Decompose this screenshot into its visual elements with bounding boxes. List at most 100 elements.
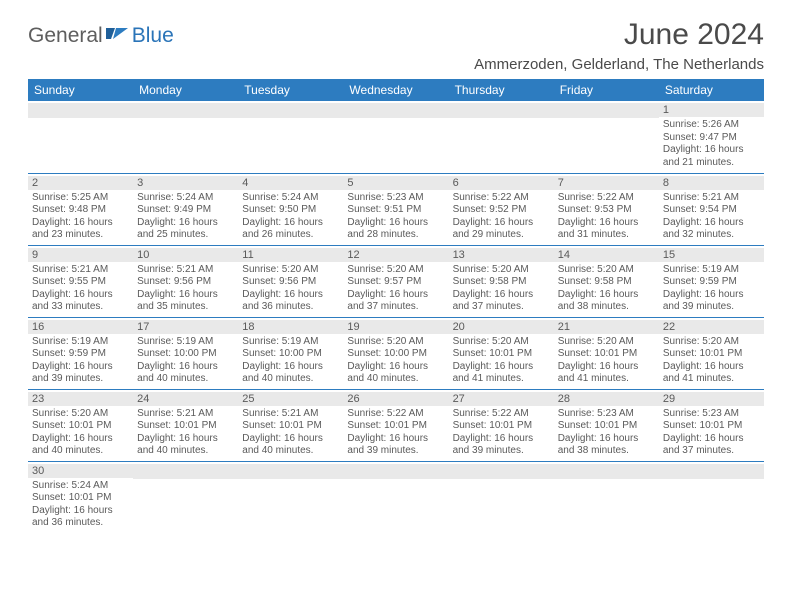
- calendar-cell: 16Sunrise: 5:19 AMSunset: 9:59 PMDayligh…: [28, 317, 133, 389]
- calendar-cell: 1Sunrise: 5:26 AMSunset: 9:47 PMDaylight…: [659, 101, 764, 173]
- day-info: Sunrise: 5:19 AMSunset: 10:00 PMDaylight…: [242, 336, 339, 386]
- day-number: [449, 103, 554, 118]
- day-info: Sunrise: 5:22 AMSunset: 9:52 PMDaylight:…: [453, 192, 550, 242]
- info-line: Sunset: 9:57 PM: [347, 276, 444, 289]
- info-line: Sunrise: 5:21 AM: [32, 264, 129, 277]
- day-number: 30: [28, 464, 133, 478]
- calendar-cell: 28 Sunrise: 5:23 AMSunset: 10:01 PMDaylig…: [554, 389, 659, 461]
- day-info: Sunrise: 5:21 AMSunset: 9:56 PMDaylight:…: [137, 264, 234, 314]
- day-number: [133, 103, 238, 118]
- calendar-cell: 10Sunrise: 5:21 AMSunset: 9:56 PMDayligh…: [133, 245, 238, 317]
- calendar-cell: 30Sunrise: 5:24 AMSunset: 10:01 PMDaylig…: [28, 461, 133, 533]
- day-info: Sunrise: 5:19 AMSunset: 10:00 PMDaylight…: [137, 336, 234, 386]
- info-line: Sunrise: 5:23 AM: [558, 408, 655, 421]
- day-info: Sunrise: 5:19 AMSunset: 9:59 PMDaylight:…: [32, 336, 129, 386]
- calendar-cell: [554, 461, 659, 533]
- info-line: Daylight: 16 hours: [663, 433, 760, 446]
- info-line: Sunrise: 5:26 AM: [663, 119, 760, 132]
- info-line: and 31 minutes.: [558, 229, 655, 242]
- day-number: 23: [28, 392, 133, 406]
- info-line: Sunset: 9:59 PM: [32, 348, 129, 361]
- day-number: 28: [554, 392, 659, 406]
- info-line: Sunset: 9:58 PM: [453, 276, 550, 289]
- info-line: Sunset: 10:00 PM: [242, 348, 339, 361]
- info-line: Sunset: 9:56 PM: [137, 276, 234, 289]
- flag-icon: [106, 25, 130, 46]
- day-info: Sunrise: 5:20 AMSunset: 10:01 PMDaylight…: [32, 408, 129, 458]
- info-line: Daylight: 16 hours: [137, 433, 234, 446]
- day-number: [554, 103, 659, 118]
- calendar-cell: 22Sunrise: 5:20 AMSunset: 10:01 PMDaylig…: [659, 317, 764, 389]
- info-line: and 41 minutes.: [453, 373, 550, 386]
- calendar-table: SundayMondayTuesdayWednesdayThursdayFrid…: [28, 79, 764, 533]
- day-number: 7: [554, 176, 659, 190]
- day-info: Sunrise: 5:23 AMSunset: 10:01 PMDaylight…: [558, 408, 655, 458]
- calendar-cell: 9Sunrise: 5:21 AMSunset: 9:55 PMDaylight…: [28, 245, 133, 317]
- day-info: Sunrise: 5:20 AMSunset: 10:01 PMDaylight…: [453, 336, 550, 386]
- day-number: 19: [343, 320, 448, 334]
- day-number: 2: [28, 176, 133, 190]
- month-title: June 2024: [474, 18, 764, 52]
- calendar-cell: 7 Sunrise: 5:22 AMSunset: 9:53 PMDaylight…: [554, 173, 659, 245]
- info-line: and 26 minutes.: [242, 229, 339, 242]
- info-line: Daylight: 16 hours: [32, 433, 129, 446]
- info-line: and 37 minutes.: [663, 445, 760, 458]
- day-info: Sunrise: 5:21 AMSunset: 9:55 PMDaylight:…: [32, 264, 129, 314]
- info-line: Daylight: 16 hours: [347, 361, 444, 374]
- day-number: 11: [238, 248, 343, 262]
- info-line: Sunrise: 5:20 AM: [32, 408, 129, 421]
- logo-text-blue: Blue: [132, 24, 174, 48]
- calendar-cell: 13Sunrise: 5:20 AMSunset: 9:58 PMDayligh…: [449, 245, 554, 317]
- info-line: Sunrise: 5:20 AM: [453, 336, 550, 349]
- info-line: Sunset: 10:01 PM: [347, 420, 444, 433]
- info-line: Sunset: 9:49 PM: [137, 204, 234, 217]
- day-number: 27: [449, 392, 554, 406]
- day-number: 1: [659, 103, 764, 117]
- info-line: Sunset: 9:59 PM: [663, 276, 760, 289]
- day-info: Sunrise: 5:20 AMSunset: 9:57 PMDaylight:…: [347, 264, 444, 314]
- day-number: 15: [659, 248, 764, 262]
- info-line: and 41 minutes.: [558, 373, 655, 386]
- day-info: Sunrise: 5:21 AMSunset: 10:01 PMDaylight…: [242, 408, 339, 458]
- info-line: Daylight: 16 hours: [558, 217, 655, 230]
- info-line: Sunrise: 5:24 AM: [242, 192, 339, 205]
- info-line: and 40 minutes.: [137, 445, 234, 458]
- info-line: Daylight: 16 hours: [558, 361, 655, 374]
- info-line: Daylight: 16 hours: [137, 289, 234, 302]
- info-line: Sunrise: 5:20 AM: [558, 336, 655, 349]
- info-line: Daylight: 16 hours: [347, 289, 444, 302]
- info-line: Daylight: 16 hours: [347, 433, 444, 446]
- calendar-header-row: SundayMondayTuesdayWednesdayThursdayFrid…: [28, 79, 764, 101]
- info-line: and 36 minutes.: [242, 301, 339, 314]
- info-line: Daylight: 16 hours: [347, 217, 444, 230]
- column-header: Friday: [554, 79, 659, 101]
- info-line: Sunrise: 5:20 AM: [663, 336, 760, 349]
- day-number: 12: [343, 248, 448, 262]
- header: General Blue June 2024 Ammerzoden, Gelde…: [28, 18, 764, 73]
- day-info: Sunrise: 5:20 AMSunset: 10:01 PMDaylight…: [663, 336, 760, 386]
- day-info: Sunrise: 5:23 AMSunset: 9:51 PMDaylight:…: [347, 192, 444, 242]
- info-line: Daylight: 16 hours: [32, 289, 129, 302]
- info-line: Sunset: 10:01 PM: [663, 420, 760, 433]
- day-number: 4: [238, 176, 343, 190]
- day-number: 3: [133, 176, 238, 190]
- info-line: Sunrise: 5:20 AM: [347, 264, 444, 277]
- day-info: Sunrise: 5:24 AMSunset: 9:49 PMDaylight:…: [137, 192, 234, 242]
- info-line: Sunrise: 5:24 AM: [32, 480, 129, 493]
- day-number: [343, 103, 448, 118]
- info-line: and 23 minutes.: [32, 229, 129, 242]
- calendar-cell: [28, 101, 133, 173]
- info-line: Sunset: 10:01 PM: [32, 420, 129, 433]
- calendar-cell: 18Sunrise: 5:19 AMSunset: 10:00 PMDaylig…: [238, 317, 343, 389]
- calendar-cell: 29Sunrise: 5:23 AMSunset: 10:01 PMDaylig…: [659, 389, 764, 461]
- info-line: Daylight: 16 hours: [663, 289, 760, 302]
- info-line: and 32 minutes.: [663, 229, 760, 242]
- day-info: Sunrise: 5:25 AMSunset: 9:48 PMDaylight:…: [32, 192, 129, 242]
- info-line: and 39 minutes.: [347, 445, 444, 458]
- info-line: Sunset: 9:58 PM: [558, 276, 655, 289]
- day-number: 29: [659, 392, 764, 406]
- day-info: Sunrise: 5:22 AMSunset: 9:53 PMDaylight:…: [558, 192, 655, 242]
- info-line: and 25 minutes.: [137, 229, 234, 242]
- day-info: Sunrise: 5:21 AMSunset: 9:54 PMDaylight:…: [663, 192, 760, 242]
- info-line: and 28 minutes.: [347, 229, 444, 242]
